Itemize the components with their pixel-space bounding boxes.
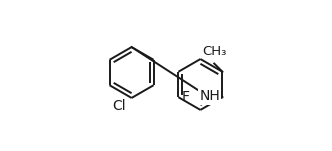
Text: NH: NH [199, 89, 220, 103]
Text: CH₃: CH₃ [202, 45, 226, 58]
Text: F: F [182, 90, 190, 104]
Text: Cl: Cl [112, 100, 125, 113]
